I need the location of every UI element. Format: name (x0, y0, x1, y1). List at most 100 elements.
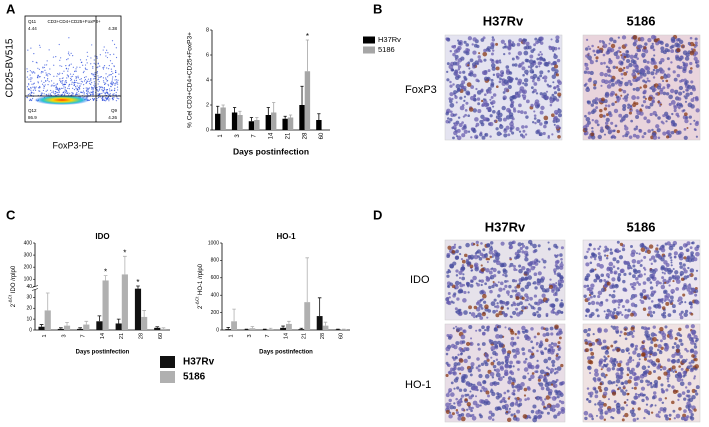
stained-cell (551, 113, 555, 118)
cell (549, 326, 554, 331)
stained-cell (554, 324, 559, 330)
cell (474, 252, 478, 255)
cell (618, 311, 622, 315)
event-dot (115, 100, 118, 102)
cell (618, 374, 624, 380)
cell (541, 76, 545, 80)
event-dot (86, 51, 88, 53)
cell (594, 368, 599, 373)
cell (477, 255, 480, 258)
cell (560, 400, 565, 405)
cell (457, 39, 460, 42)
cell (500, 361, 505, 365)
cell (597, 290, 603, 296)
event-dot (48, 93, 50, 95)
cell (463, 129, 468, 134)
event-dot (37, 75, 39, 77)
cell (551, 308, 555, 312)
event-dot (59, 88, 61, 90)
stained-cell (558, 336, 562, 340)
cell (549, 103, 553, 107)
cell (598, 399, 602, 404)
bar (96, 321, 103, 330)
cell (463, 99, 466, 103)
cell (470, 279, 474, 283)
stained-cell (544, 338, 549, 343)
cell (515, 399, 518, 402)
event-dot (105, 73, 107, 75)
cell (618, 303, 621, 307)
event-dot (92, 88, 94, 91)
event-dot (28, 88, 30, 91)
cell (621, 77, 624, 80)
cell (633, 372, 637, 376)
y-tick-label: 100 (24, 277, 33, 283)
event-dot (100, 76, 102, 78)
cell (524, 329, 529, 334)
event-dot (72, 66, 74, 68)
cell (593, 257, 597, 261)
cell (469, 58, 474, 63)
cell (652, 325, 656, 329)
event-dot (118, 73, 120, 75)
cell (616, 312, 620, 316)
cell (545, 120, 549, 124)
event-dot (87, 55, 89, 57)
event-dot (43, 93, 45, 95)
stained-cell (455, 408, 459, 412)
cell (513, 413, 516, 416)
cell (616, 410, 621, 415)
cell (616, 240, 620, 244)
cell (593, 247, 596, 251)
event-dot (75, 93, 77, 95)
cell (642, 45, 645, 48)
cell (462, 115, 466, 118)
cell (504, 280, 507, 283)
cell (694, 121, 699, 127)
error-bar (305, 39, 310, 72)
event-dot (63, 86, 65, 88)
cell (677, 130, 682, 135)
cell (602, 339, 607, 344)
cell (641, 244, 645, 248)
cell (492, 267, 497, 273)
event-dot (54, 93, 56, 95)
cell (468, 395, 473, 400)
cell (490, 241, 494, 245)
y-axis-label: 2-ΔCt HO-1 /rplp0 (195, 263, 204, 309)
legend-label: 5186 (183, 372, 206, 383)
cell (521, 250, 525, 254)
cell (672, 122, 678, 127)
cell (471, 416, 477, 421)
cell (526, 299, 529, 302)
stained-cell (668, 417, 672, 421)
cell (614, 124, 618, 128)
cell (472, 108, 478, 113)
cell (515, 127, 520, 131)
quadrant-name: Q12 (28, 108, 37, 113)
event-dot (65, 90, 67, 92)
cell (603, 386, 609, 392)
cell (534, 37, 538, 41)
cell (643, 273, 646, 276)
event-dot (110, 85, 112, 87)
cell (449, 49, 453, 53)
cell (614, 299, 618, 303)
event-dot (113, 65, 115, 68)
cell (600, 372, 606, 377)
cell (621, 35, 627, 40)
cell (455, 397, 458, 401)
cell (527, 275, 533, 280)
cell (625, 65, 630, 70)
cell (472, 275, 477, 281)
cell (510, 413, 514, 417)
event-dot (90, 93, 92, 95)
cell (687, 394, 691, 398)
cell (541, 258, 544, 261)
cell (513, 267, 517, 272)
cell (555, 265, 560, 270)
cell (654, 72, 658, 75)
cell (502, 375, 505, 379)
cell (604, 410, 609, 415)
